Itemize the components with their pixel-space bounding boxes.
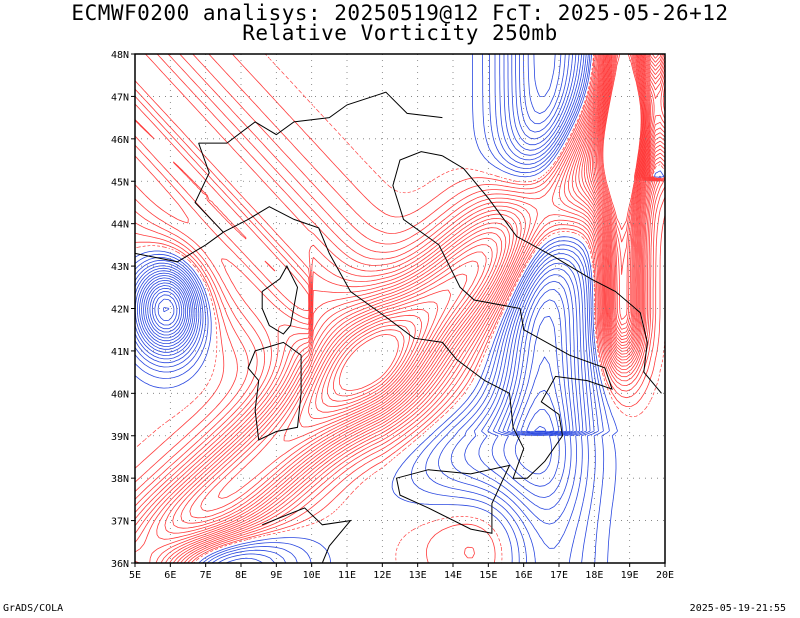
lon-tick-label: 20E [656,570,674,581]
chart-subtitle: Relative Vorticity 250mb [242,21,558,45]
lon-tick-label: 15E [479,570,497,581]
software-credit: GrADS/COLA [3,603,64,614]
negative-contour [149,287,560,433]
negative-contour [139,54,577,475]
positive-contour [321,54,644,407]
lat-tick-label: 45N [111,177,129,188]
lon-tick-label: 10E [303,570,321,581]
lon-tick-label: 5E [129,570,141,581]
positive-contour [308,54,645,419]
sicily-coastline [395,464,511,534]
contour-field [135,54,665,563]
italy-coastline [223,151,613,479]
coastlines-borders [135,91,662,563]
lat-tick-label: 38N [111,474,129,485]
negative-contour [143,54,571,436]
lon-tick-label: 16E [515,570,533,581]
negative-contour [135,54,665,563]
negative-contour [135,54,599,563]
timestamp: 2025-05-19-21:55 [689,603,786,614]
positive-contour [135,54,665,563]
positive-contour [339,54,642,391]
positive-contour [299,54,646,428]
lat-tick-label: 41N [111,347,129,358]
lat-tick-label: 44N [111,220,129,231]
lon-tick-label: 12E [373,570,391,581]
positive-contour [283,54,647,442]
lat-tick-label: 46N [111,135,129,146]
negative-contour [151,291,555,433]
lat-tick-label: 47N [111,92,129,103]
lat-tick-label: 40N [111,389,129,400]
balkan-coastline [442,155,662,394]
lon-tick-label: 6E [164,570,176,581]
negative-contour [154,294,547,432]
lat-tick-label: 39N [111,432,129,443]
lon-tick-label: 11E [338,570,356,581]
negative-contour [141,54,574,436]
positive-contour [315,54,645,413]
positive-contour [200,54,649,512]
lat-tick-label: 42N [111,305,129,316]
negative-contour [145,54,567,435]
lat-tick-label: 43N [111,262,129,273]
lon-tick-label: 17E [550,570,568,581]
lon-tick-label: 19E [621,570,639,581]
lon-tick-label: 14E [444,570,462,581]
positive-contour [164,54,665,534]
longitude-axis: 5E 6E 7E 8E 9E 10E 11E 12E 13E 14E 15E 16E 17E 18E 19E… [129,563,674,581]
chart-title: ECMWF0200 analisys: 20250519@12 FcT: 202… [71,1,729,25]
negative-contour [135,54,584,498]
positive-contour [135,54,665,563]
africa-coastline [262,507,352,563]
negative-contour [135,54,591,563]
corsica-coastline [261,265,299,335]
positive-contour [135,54,665,563]
negative-contour [157,298,175,321]
positive-contour [327,54,643,402]
negative-contour [135,54,587,510]
positive-contour [135,54,665,563]
sardinia-coastline [247,341,302,441]
negative-contour [135,54,661,563]
lat-tick-label: 48N [111,50,129,61]
negative-contour [147,285,564,434]
positive-contour [135,54,665,563]
positive-contour [189,54,650,519]
positive-contour [217,54,648,499]
zero-contour [135,54,665,563]
positive-contour [180,54,650,524]
lon-tick-label: 9E [270,570,282,581]
negative-contour [135,54,604,563]
positive-contour [135,54,665,563]
france-italy-border [194,142,224,233]
lon-tick-label: 18E [585,570,603,581]
lat-lon-grid [135,54,665,563]
alpine-border [198,91,443,144]
positive-contour [172,54,651,529]
latitude-axis: 36N 37N 38N 39N 40N 41N 42N 43N 44N 45N 46N 47N 48N [111,50,135,570]
negative-contour [163,307,170,313]
positive-contour [333,54,643,397]
negative-contour [137,54,580,487]
lon-tick-label: 8E [235,570,247,581]
lat-tick-label: 36N [111,559,129,570]
positive-contour [135,54,665,563]
lat-tick-label: 37N [111,517,129,528]
france-coastline [135,231,224,263]
positive-contour [135,54,665,563]
lon-tick-label: 7E [200,570,212,581]
lon-tick-label: 13E [409,570,427,581]
